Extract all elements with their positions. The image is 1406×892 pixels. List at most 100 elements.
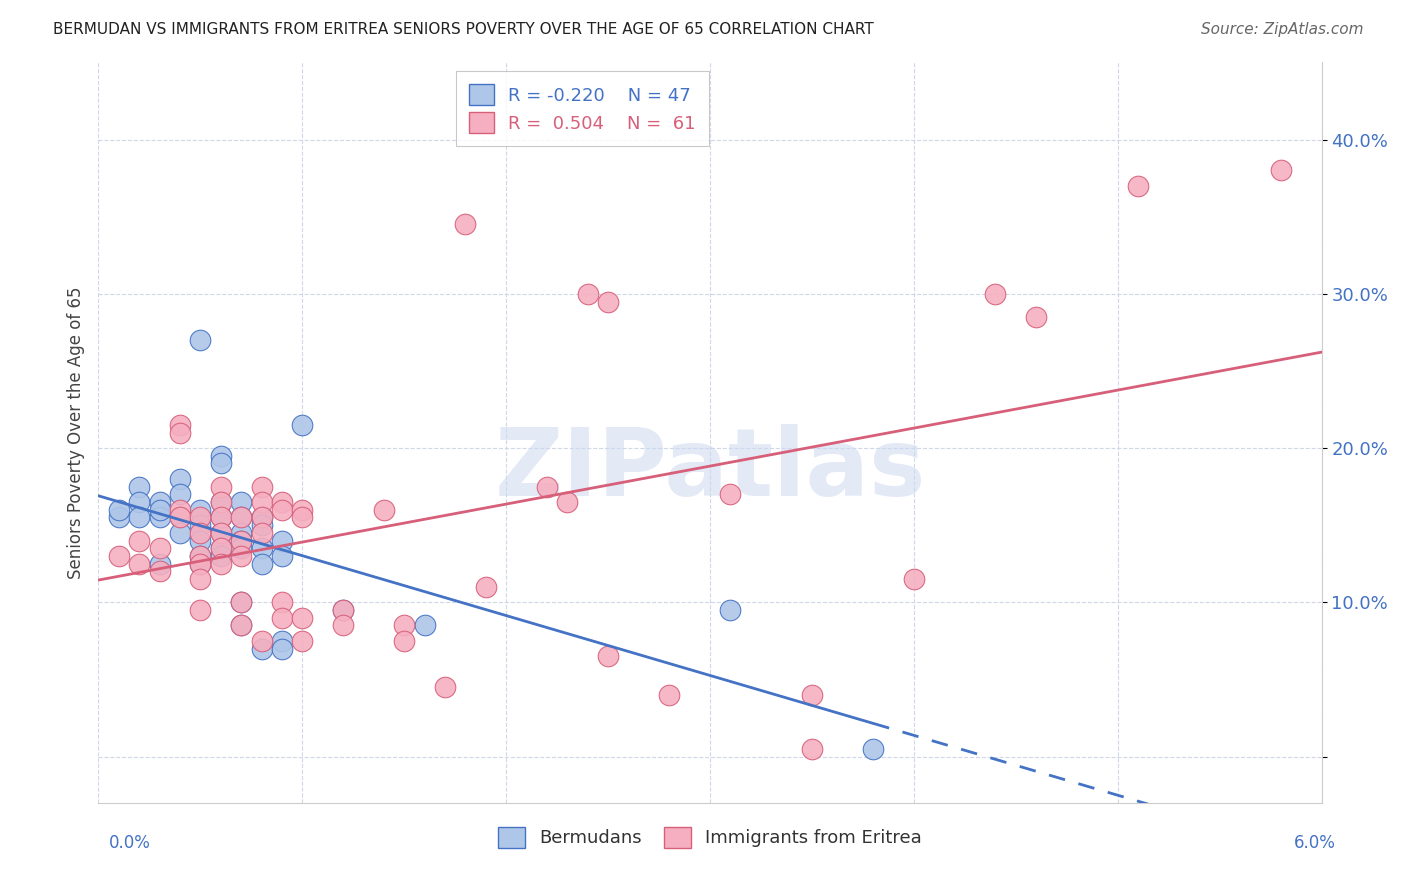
Point <box>291 611 314 625</box>
Point <box>169 487 191 501</box>
Point <box>149 541 172 556</box>
Point <box>108 510 131 524</box>
Point <box>169 417 191 432</box>
Point <box>231 595 253 609</box>
Point <box>270 611 292 625</box>
Point <box>536 480 558 494</box>
Point <box>188 502 212 516</box>
Point <box>209 541 232 556</box>
Point <box>209 510 232 524</box>
Y-axis label: Seniors Poverty Over the Age of 65: Seniors Poverty Over the Age of 65 <box>66 286 84 579</box>
Point <box>270 533 292 548</box>
Point <box>169 502 191 516</box>
Point <box>598 649 620 664</box>
Point <box>188 533 212 548</box>
Point <box>413 618 436 632</box>
Point <box>270 595 292 609</box>
Point <box>188 557 212 571</box>
Point <box>801 688 824 702</box>
Point <box>128 495 150 509</box>
Point <box>188 557 212 571</box>
Point <box>1128 178 1150 193</box>
Point <box>188 518 212 533</box>
Point <box>209 541 232 556</box>
Point <box>598 294 620 309</box>
Text: 6.0%: 6.0% <box>1294 834 1336 852</box>
Point <box>169 525 191 540</box>
Point <box>291 502 314 516</box>
Point <box>392 633 416 648</box>
Point <box>250 510 273 524</box>
Text: 0.0%: 0.0% <box>108 834 150 852</box>
Point <box>250 480 273 494</box>
Point <box>270 502 292 516</box>
Point <box>250 525 273 540</box>
Point <box>169 510 191 524</box>
Point <box>128 510 150 524</box>
Point <box>231 618 253 632</box>
Point <box>231 510 253 524</box>
Point <box>188 549 212 563</box>
Point <box>209 525 232 540</box>
Point <box>1025 310 1047 324</box>
Point <box>149 502 172 516</box>
Point <box>373 502 395 516</box>
Point <box>474 580 498 594</box>
Point <box>291 510 314 524</box>
Point <box>801 741 824 756</box>
Legend: Bermudans, Immigrants from Eritrea: Bermudans, Immigrants from Eritrea <box>489 818 931 856</box>
Point <box>862 741 884 756</box>
Point <box>209 495 232 509</box>
Point <box>454 218 477 232</box>
Point <box>392 618 416 632</box>
Point <box>188 333 212 347</box>
Point <box>209 557 232 571</box>
Point <box>270 549 292 563</box>
Point <box>149 495 172 509</box>
Point <box>250 641 273 656</box>
Point <box>188 510 212 524</box>
Point <box>128 480 150 494</box>
Point <box>209 480 232 494</box>
Point <box>555 495 579 509</box>
Point <box>250 541 273 556</box>
Point <box>108 502 131 516</box>
Point <box>718 603 742 617</box>
Point <box>209 495 232 509</box>
Point <box>231 495 253 509</box>
Text: BERMUDAN VS IMMIGRANTS FROM ERITREA SENIORS POVERTY OVER THE AGE OF 65 CORRELATI: BERMUDAN VS IMMIGRANTS FROM ERITREA SENI… <box>53 22 875 37</box>
Point <box>188 549 212 563</box>
Point <box>231 549 253 563</box>
Point <box>231 541 253 556</box>
Text: Source: ZipAtlas.com: Source: ZipAtlas.com <box>1201 22 1364 37</box>
Point <box>250 510 273 524</box>
Point <box>250 495 273 509</box>
Point <box>149 510 172 524</box>
Point <box>718 487 742 501</box>
Point <box>209 449 232 463</box>
Point <box>149 565 172 579</box>
Point <box>332 603 354 617</box>
Point <box>231 533 253 548</box>
Point <box>332 618 354 632</box>
Point <box>332 603 354 617</box>
Point <box>270 641 292 656</box>
Point <box>231 510 253 524</box>
Point <box>169 425 191 440</box>
Point <box>209 457 232 471</box>
Point <box>231 595 253 609</box>
Point <box>903 572 925 586</box>
Point <box>291 417 314 432</box>
Point <box>209 525 232 540</box>
Point <box>576 286 599 301</box>
Point <box>270 495 292 509</box>
Point <box>250 518 273 533</box>
Point <box>1270 163 1292 178</box>
Point <box>291 633 314 648</box>
Text: ZIPatlas: ZIPatlas <box>495 424 925 516</box>
Point <box>209 510 232 524</box>
Point <box>209 549 232 563</box>
Point <box>231 525 253 540</box>
Point <box>169 472 191 486</box>
Point <box>108 549 131 563</box>
